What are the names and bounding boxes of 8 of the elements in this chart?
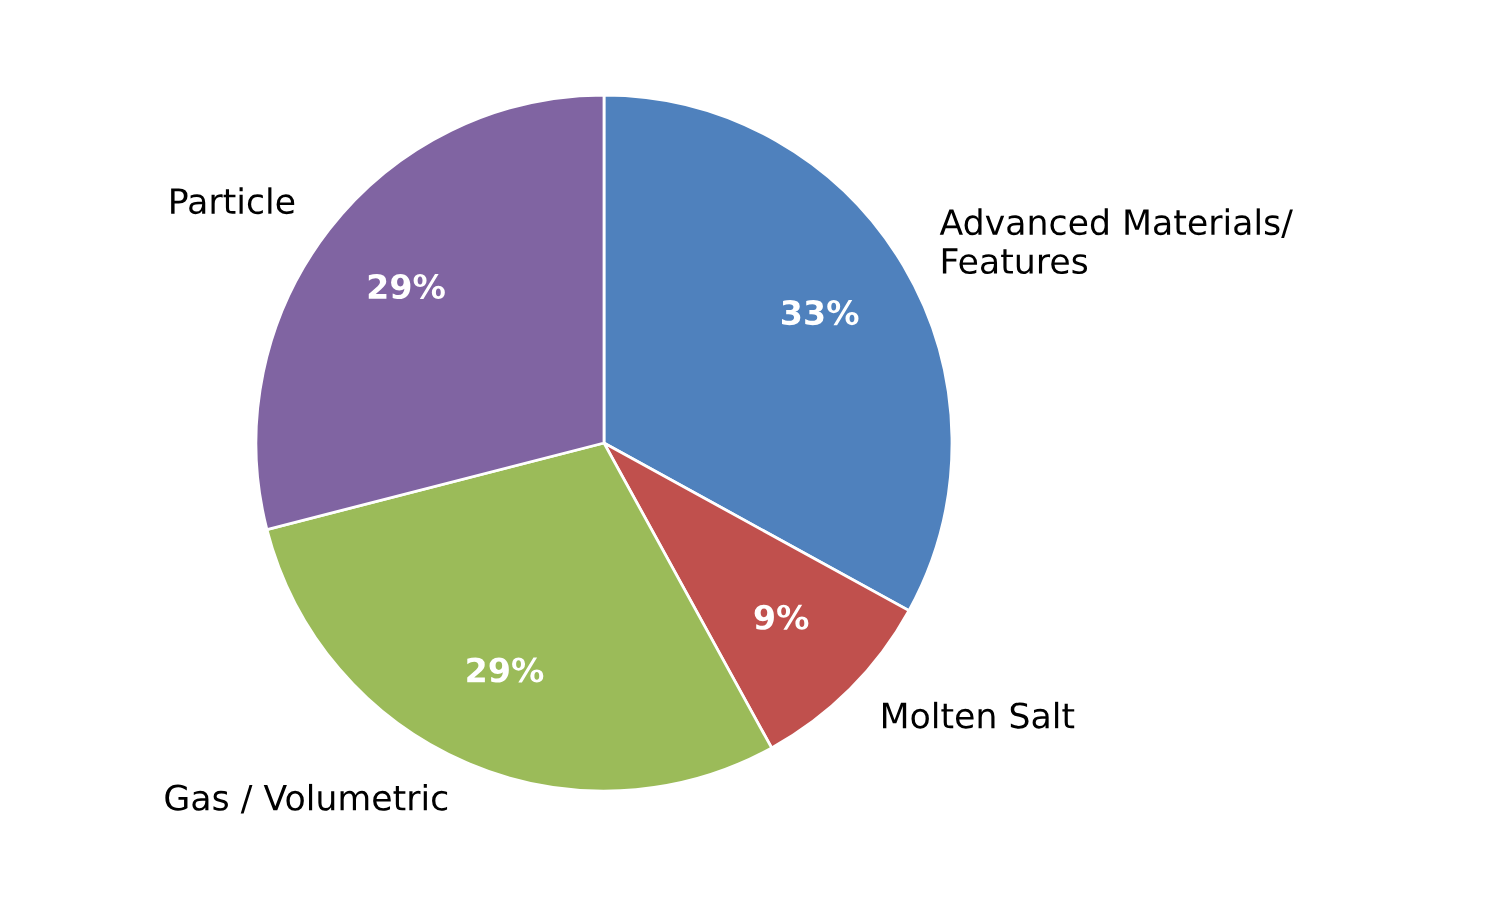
slice-label: Molten Salt (883, 701, 1075, 729)
data-label: 29% (467, 657, 544, 683)
slice-label: Gas / Volumetric (165, 783, 448, 814)
data-label: 33% (782, 299, 859, 326)
slice-label: Advanced Materials/ Features (939, 208, 1293, 275)
slice-label: Particle (171, 187, 295, 215)
data-label: 29% (368, 273, 445, 300)
data-label: 9% (754, 604, 809, 630)
